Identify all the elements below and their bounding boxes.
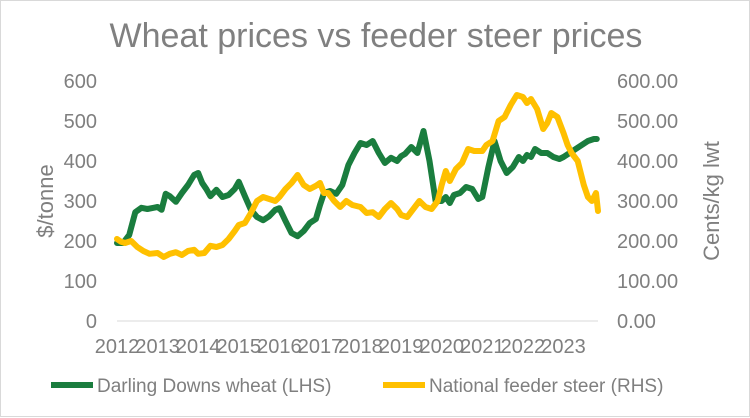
- x-tick-label: 2012: [95, 336, 140, 358]
- x-tick-label: 2015: [217, 336, 262, 358]
- right-axis-ticks: 0.00 100.00 200.00 300.00 400.00 500.00 600.00: [617, 71, 678, 333]
- right-tick-label: 500.00: [617, 111, 678, 133]
- x-axis-ticks: 2012201320142015201620172018201920202021…: [95, 336, 586, 358]
- x-tick-label: 2019: [379, 336, 424, 358]
- left-axis-ticks: 0 100 200 300 400 500 600: [64, 71, 97, 333]
- x-tick-label: 2017: [298, 336, 343, 358]
- steer-series-line: [114, 92, 601, 260]
- left-axis-title: $/tonne: [33, 164, 58, 237]
- chart-title: Wheat prices vs feeder steer prices: [110, 17, 643, 55]
- right-tick-label: 100.00: [617, 271, 678, 293]
- left-tick-label: 200: [64, 231, 97, 253]
- legend: Darling Downs wheat (LHS) National feede…: [51, 376, 663, 397]
- left-tick-label: 0: [86, 311, 97, 333]
- x-tick-label: 2020: [419, 336, 464, 358]
- x-tick-label: 2022: [501, 336, 546, 358]
- left-tick-label: 500: [64, 111, 97, 133]
- right-tick-label: 600.00: [617, 71, 678, 93]
- series-lines: [114, 92, 601, 260]
- right-tick-label: 400.00: [617, 151, 678, 173]
- left-tick-label: 400: [64, 151, 97, 173]
- right-tick-label: 300.00: [617, 191, 678, 213]
- right-tick-label: 200.00: [617, 231, 678, 253]
- legend-label-wheat: Darling Downs wheat (LHS): [97, 376, 331, 397]
- right-tick-label: 0.00: [617, 311, 656, 333]
- x-tick-label: 2021: [460, 336, 505, 358]
- left-tick-label: 100: [64, 271, 97, 293]
- right-axis-title: Cents/kg lwt: [699, 141, 724, 261]
- x-tick-label: 2014: [176, 336, 221, 358]
- x-tick-label: 2013: [135, 336, 180, 358]
- left-tick-label: 300: [64, 191, 97, 213]
- x-tick-label: 2023: [541, 336, 586, 358]
- x-tick-label: 2016: [257, 336, 302, 358]
- x-tick-label: 2018: [338, 336, 383, 358]
- left-tick-label: 600: [64, 71, 97, 93]
- wheat-series-line: [114, 128, 600, 246]
- legend-label-steer: National feeder steer (RHS): [429, 376, 663, 397]
